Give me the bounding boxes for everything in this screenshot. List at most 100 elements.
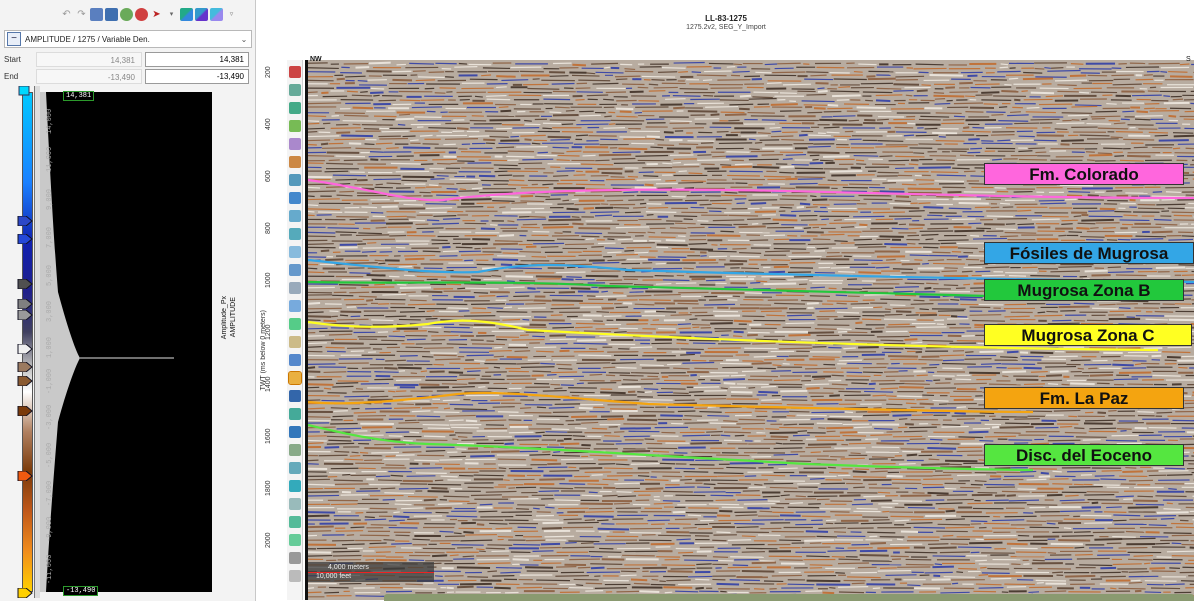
paint-icon[interactable] — [289, 84, 301, 96]
scale-line — [308, 572, 434, 573]
marker-blue-1[interactable] — [17, 216, 33, 226]
tick-label: 7,000 — [46, 226, 54, 248]
marker-gray-1[interactable] — [17, 279, 33, 289]
tick-label: 3,000 — [46, 300, 54, 322]
plane-icon[interactable] — [289, 318, 301, 330]
marker-tan-1[interactable] — [17, 362, 33, 372]
horizon-label-zona-c: Mugrosa Zona C — [984, 324, 1192, 346]
menu-dropdown-icon[interactable]: ▿ — [229, 11, 234, 18]
forward-icon[interactable]: ↷ — [77, 8, 86, 20]
scale-meters: 4,000 meters — [328, 564, 369, 571]
cursor-icon[interactable] — [289, 282, 301, 294]
marker-top[interactable] — [17, 86, 33, 96]
flatten-icon[interactable] — [289, 336, 301, 348]
chevron-down-icon[interactable]: ⌄ — [240, 34, 248, 44]
snap-icon[interactable] — [289, 426, 301, 438]
grid-icon[interactable] — [289, 444, 301, 456]
dropdown-icon[interactable]: ▾ — [169, 11, 174, 18]
marker-blue-2[interactable] — [17, 234, 33, 244]
crossline-icon[interactable] — [289, 462, 301, 474]
more-icon[interactable] — [289, 570, 301, 582]
mesh-icon[interactable] — [289, 354, 301, 366]
tick-label: -3,000 — [46, 404, 54, 430]
ramp-icon-2[interactable] — [195, 7, 208, 21]
start-input[interactable] — [145, 52, 249, 67]
status-strip — [384, 594, 1194, 601]
tick-label: -5,000 — [46, 442, 54, 468]
cursor-icon[interactable]: ➤ — [152, 8, 161, 20]
max-value-box[interactable]: 14,381 — [63, 91, 95, 101]
sketch-icon[interactable] — [289, 192, 301, 204]
marker-tan-2[interactable] — [17, 376, 33, 386]
layer-selector[interactable]: − AMPLITUDE / 1275 / Variable Den. ⌄ — [4, 30, 252, 48]
depth-tick: 1600 — [265, 428, 272, 444]
ramp-icon-1[interactable] — [180, 7, 193, 21]
zoom-icon[interactable] — [289, 300, 301, 312]
guided-icon[interactable] — [289, 138, 301, 150]
end-row: End -13,490 — [2, 68, 252, 85]
amplitude-axis-label: Amplitude_Px AMPLITUDE — [220, 296, 250, 339]
ramp-icon-3[interactable] — [210, 7, 223, 21]
eraser-icon[interactable] — [289, 156, 301, 168]
tick-label: -9,000 — [46, 516, 54, 542]
horizon-line — [308, 258, 1194, 284]
colorbar-axis: 14,000 11,000 9,000 7,000 5,000 3,000 1,… — [38, 92, 98, 592]
marker-orange[interactable] — [17, 471, 33, 481]
table-icon[interactable] — [90, 7, 103, 21]
scale-feet: 10,000 feet — [316, 573, 352, 580]
table-icon[interactable] — [289, 552, 301, 564]
light-icon[interactable] — [289, 390, 301, 402]
scale-bar: 4,000 meters 10,000 feet — [308, 562, 434, 582]
horizon-label-eoceno: Disc. del Eoceno — [984, 444, 1184, 466]
pan-icon[interactable] — [289, 516, 301, 528]
depth-tick: 400 — [265, 118, 272, 130]
depth-tick: 200 — [265, 66, 272, 78]
marker-gray-3[interactable] — [17, 310, 33, 320]
well-tie-icon[interactable] — [289, 228, 301, 240]
horizon-label-colorado: Fm. Colorado — [984, 163, 1184, 185]
section-title-block: LL-83-1275 1275.2v2, SEG_Y_Import — [258, 14, 1194, 31]
start-row: Start 14,381 — [2, 51, 252, 68]
layer-name: AMPLITUDE / 1275 / Variable Den. — [25, 34, 150, 44]
horizon-icon[interactable] — [289, 408, 301, 420]
polygon-icon[interactable] — [289, 210, 301, 222]
select-icon[interactable] — [289, 246, 301, 258]
twt-axis: 200 400 600 800 1000 1200 1400 1600 1800… — [258, 60, 282, 590]
autotrack-icon[interactable] — [289, 120, 301, 132]
min-value-box[interactable]: -13,490 — [63, 586, 99, 596]
end-current: -13,490 — [36, 69, 142, 84]
section-subtitle: 1275.2v2, SEG_Y_Import — [686, 24, 766, 31]
settings-icon[interactable] — [289, 534, 301, 546]
palette-icon[interactable] — [135, 7, 148, 21]
amplitude-histogram — [40, 92, 212, 592]
tick-label: 1,000 — [46, 336, 54, 358]
colortable-toolbar: ↶ ↷ ➤ ▾ ▿ — [60, 3, 238, 25]
depth-tick: 1000 — [265, 272, 272, 288]
inline-icon[interactable] — [289, 480, 301, 492]
marker-bottom[interactable] — [17, 588, 33, 598]
lasso-icon[interactable] — [289, 498, 301, 510]
end-input[interactable] — [145, 69, 249, 84]
marker-gray-2[interactable] — [17, 299, 33, 309]
end-label: End — [4, 72, 19, 81]
marker-white[interactable] — [17, 344, 33, 354]
interpretation-toolbar — [287, 60, 303, 600]
pick-icon[interactable] — [289, 66, 301, 78]
seed-icon[interactable] — [289, 102, 301, 114]
measure-icon[interactable] — [289, 264, 301, 276]
color-ramp — [22, 92, 33, 592]
marker-track[interactable] — [34, 86, 40, 598]
target-icon[interactable] — [120, 7, 133, 21]
active-tool-icon[interactable] — [288, 371, 302, 385]
marker-brown[interactable] — [17, 406, 33, 416]
split-icon[interactable] — [105, 7, 118, 21]
horizon-line — [308, 423, 1034, 472]
fault-icon[interactable] — [289, 174, 301, 186]
attribute-type: AMPLITUDE — [230, 297, 237, 338]
minus-icon[interactable]: − — [7, 32, 21, 46]
section-title: LL-83-1275 — [705, 14, 747, 23]
tick-label: -7,000 — [46, 480, 54, 506]
horizon-line — [308, 280, 989, 298]
back-icon[interactable]: ↶ — [62, 8, 71, 20]
interpretation-window: LL-83-1275 1275.2v2, SEG_Y_Import 200 40… — [258, 0, 1194, 601]
